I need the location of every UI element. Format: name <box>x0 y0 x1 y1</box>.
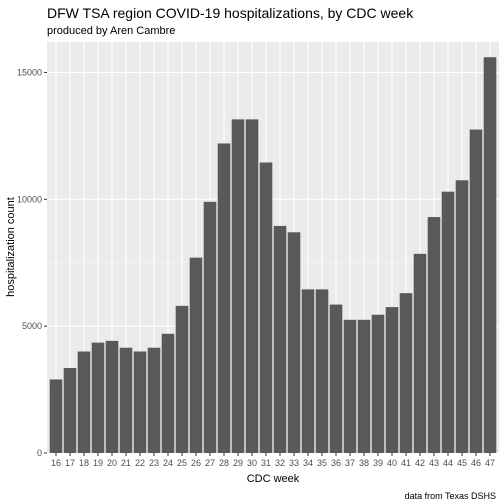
x-tick-label: 39 <box>373 458 383 468</box>
bar-week-27 <box>203 201 217 453</box>
x-tick-label: 20 <box>107 458 117 468</box>
bar-week-24 <box>161 333 175 453</box>
x-tick-label: 24 <box>163 458 173 468</box>
bar-week-28 <box>217 143 231 453</box>
x-tick-label: 47 <box>485 458 495 468</box>
x-tick-label: 35 <box>317 458 327 468</box>
x-tick-label: 30 <box>247 458 257 468</box>
x-tick-label: 25 <box>177 458 187 468</box>
bar-week-44 <box>441 191 455 453</box>
bar-week-26 <box>189 257 203 453</box>
x-tick-label: 40 <box>387 458 397 468</box>
bar-week-20 <box>105 340 119 453</box>
x-tick-label: 41 <box>401 458 411 468</box>
bar-week-32 <box>273 225 287 453</box>
x-tick-label: 38 <box>359 458 369 468</box>
x-tick-label: 46 <box>471 458 481 468</box>
bars <box>49 57 497 453</box>
bar-week-22 <box>133 351 147 453</box>
x-tick-label: 31 <box>261 458 271 468</box>
bar-week-38 <box>357 319 371 453</box>
bar-week-41 <box>399 293 413 453</box>
y-axis-label: hospitalization count <box>5 197 17 297</box>
x-tick-label: 23 <box>149 458 159 468</box>
x-tick-label: 27 <box>205 458 215 468</box>
bar-week-43 <box>427 217 441 453</box>
x-tick-label: 45 <box>457 458 467 468</box>
bar-week-34 <box>301 289 315 453</box>
x-axis-label: CDC week <box>247 473 300 485</box>
x-tick-label: 32 <box>275 458 285 468</box>
x-tick-label: 22 <box>135 458 145 468</box>
chart-title: DFW TSA region COVID-19 hospitalizations… <box>47 5 414 21</box>
x-tick-label: 26 <box>191 458 201 468</box>
bar-week-23 <box>147 347 161 453</box>
x-tick-label: 42 <box>415 458 425 468</box>
x-tick-label: 28 <box>219 458 229 468</box>
x-tick-label: 29 <box>233 458 243 468</box>
x-tick-label: 43 <box>429 458 439 468</box>
bar-week-45 <box>455 180 469 453</box>
x-axis-ticks: 16 17 18 19 20 21 22 23 24 25 26 27 28 29 30 31 32 33 34 35… <box>51 453 495 468</box>
bar-week-36 <box>329 304 343 453</box>
x-tick-label: 16 <box>51 458 61 468</box>
bar-week-19 <box>91 342 105 453</box>
bar-week-40 <box>385 307 399 453</box>
bar-week-29 <box>231 119 245 453</box>
x-tick-label: 36 <box>331 458 341 468</box>
bar-week-42 <box>413 253 427 453</box>
bar-week-37 <box>343 319 357 453</box>
x-tick-label: 19 <box>93 458 103 468</box>
bar-week-39 <box>371 314 385 453</box>
bar-week-16 <box>49 379 63 453</box>
bar-week-25 <box>175 305 189 453</box>
bar-week-18 <box>77 351 91 453</box>
x-tick-label: 33 <box>289 458 299 468</box>
x-tick-label: 37 <box>345 458 355 468</box>
bar-week-17 <box>63 368 77 453</box>
x-tick-label: 21 <box>121 458 131 468</box>
bar-week-30 <box>245 119 259 453</box>
bar-week-21 <box>119 347 133 453</box>
x-tick-label: 17 <box>65 458 75 468</box>
chart-caption: data from Texas DSHS <box>405 491 496 501</box>
y-tick-label: 5000 <box>22 321 42 331</box>
y-axis-ticks: 0 5000 10000 15000 <box>17 67 47 458</box>
bar-week-46 <box>469 129 483 453</box>
bar-week-47 <box>483 57 497 453</box>
y-tick-label: 10000 <box>17 194 42 204</box>
bar-week-33 <box>287 232 301 453</box>
x-tick-label: 34 <box>303 458 313 468</box>
y-tick-label: 15000 <box>17 67 42 77</box>
x-tick-label: 18 <box>79 458 89 468</box>
chart-subtitle: produced by Aren Cambre <box>47 25 175 37</box>
bar-week-31 <box>259 162 273 453</box>
bar-week-35 <box>315 289 329 453</box>
y-tick-label: 0 <box>37 448 42 458</box>
x-tick-label: 44 <box>443 458 453 468</box>
